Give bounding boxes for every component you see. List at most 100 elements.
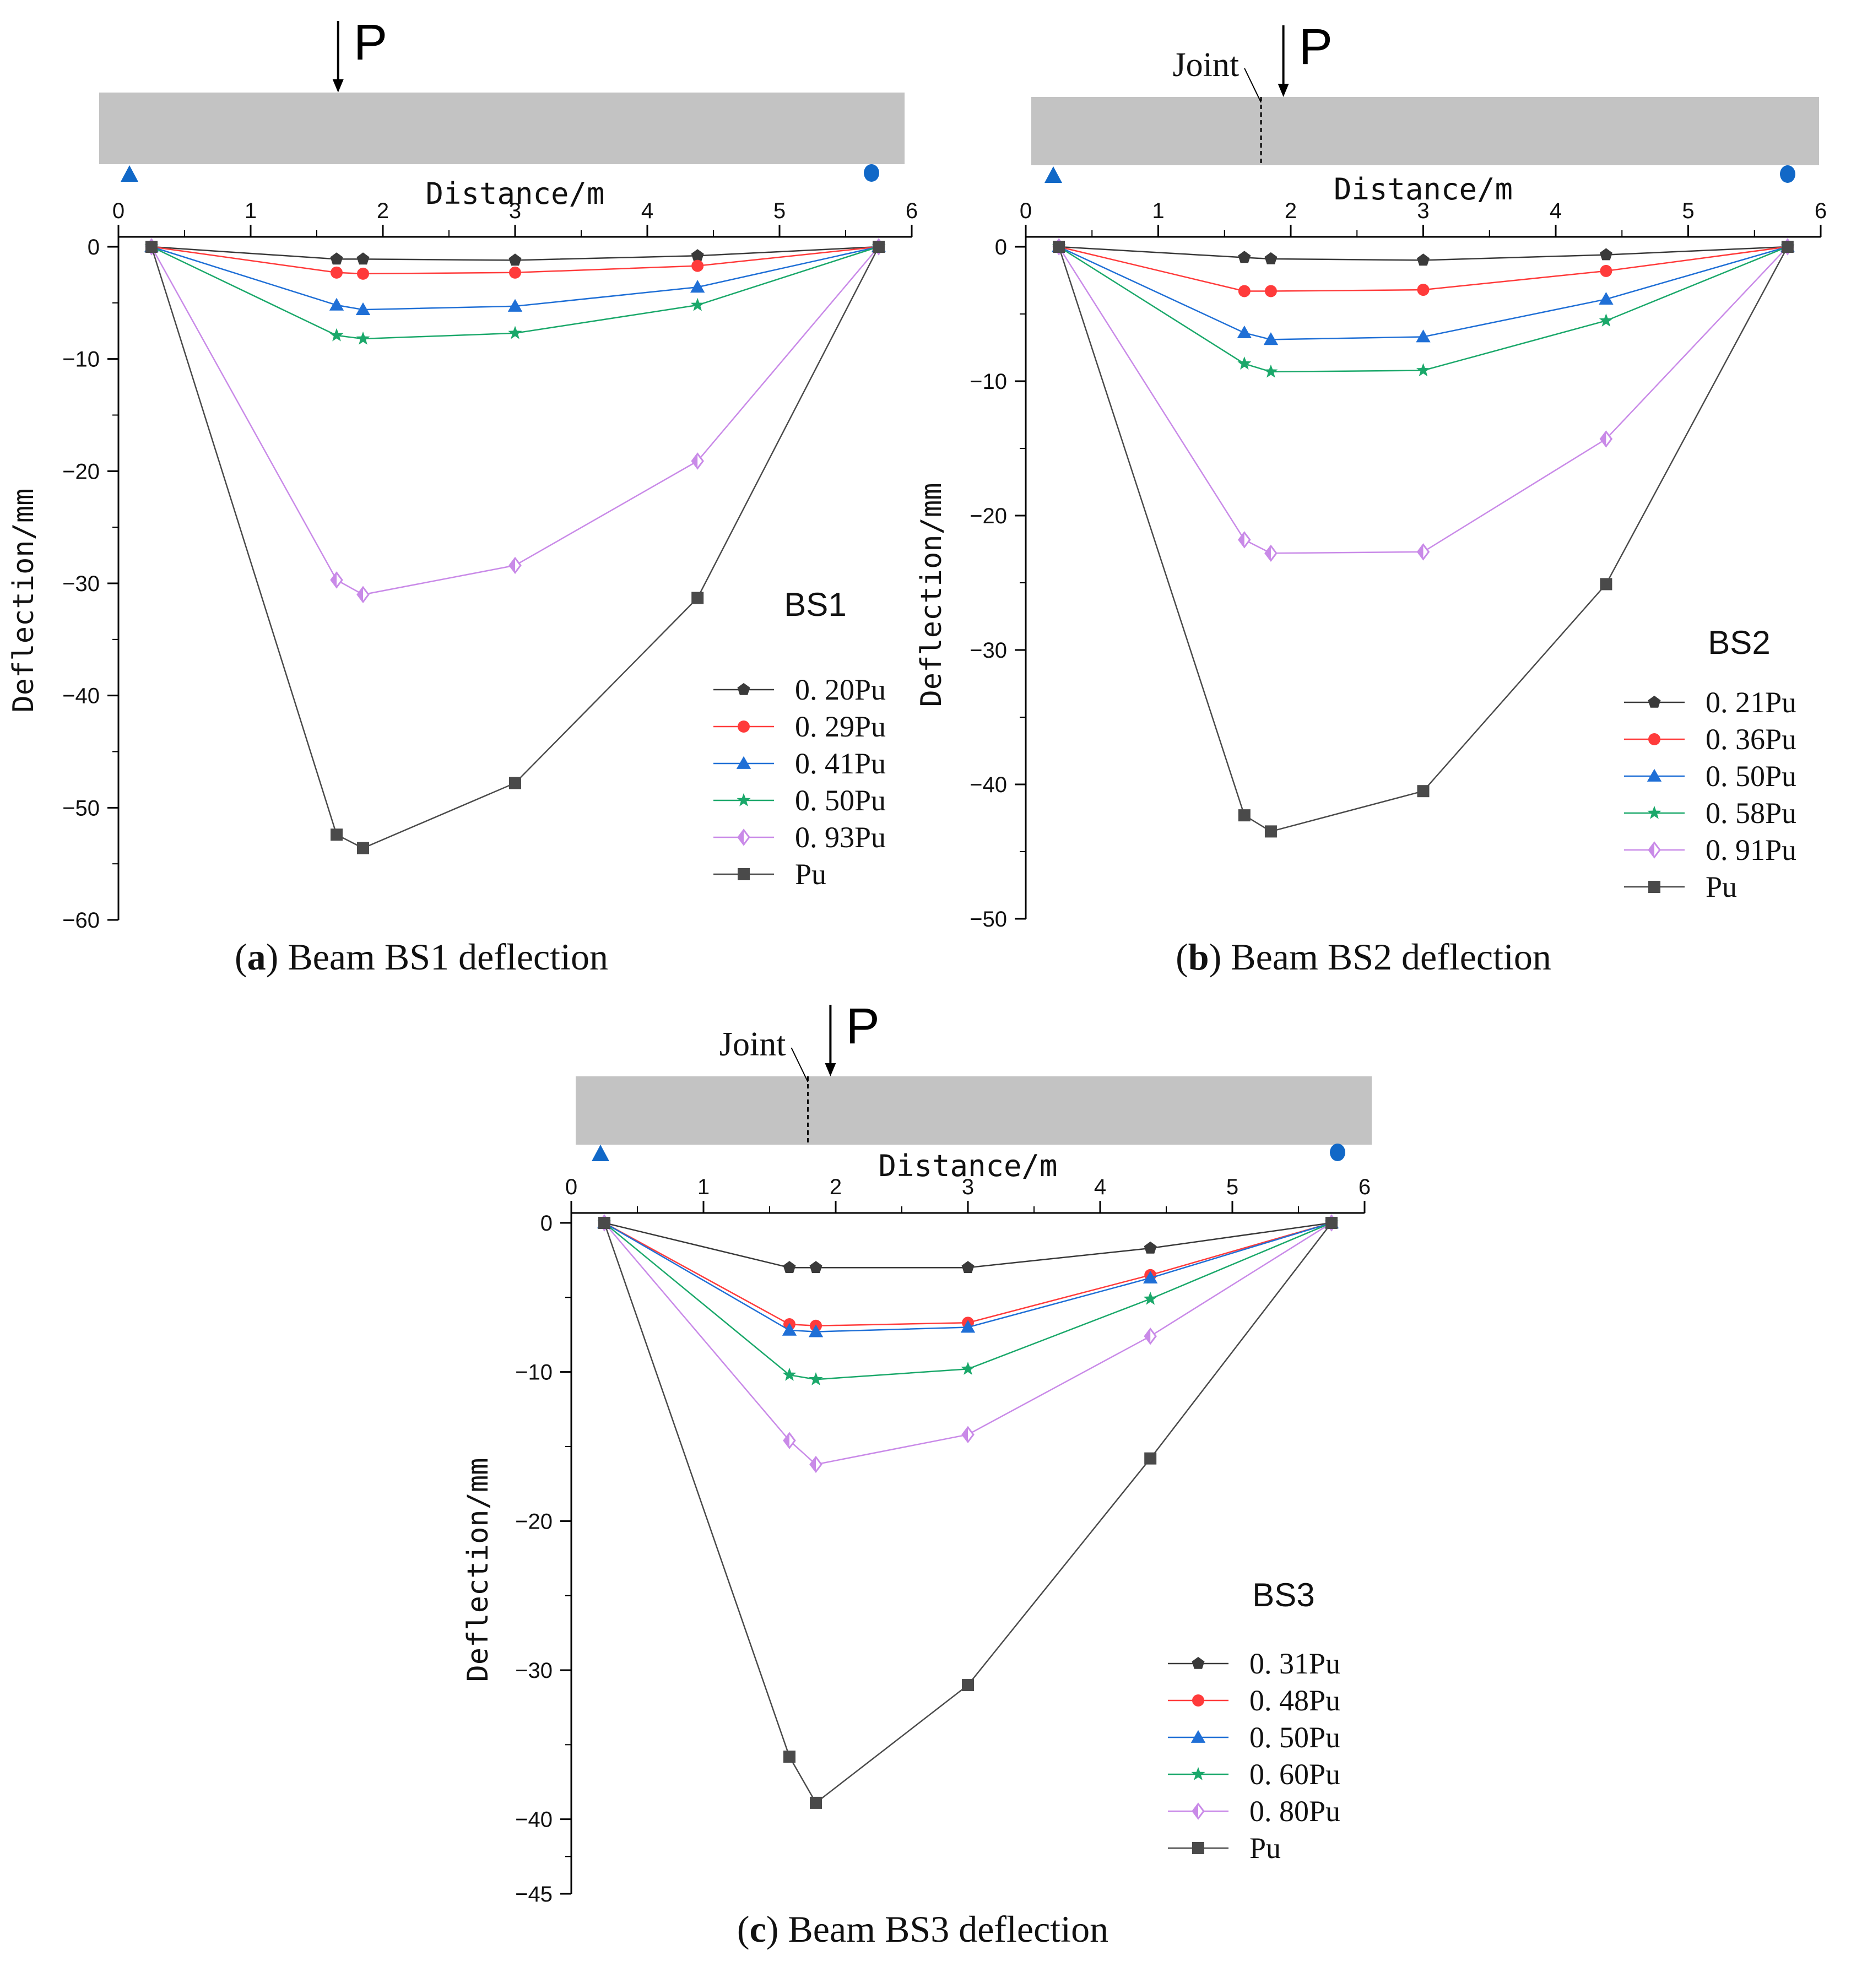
legend-marker bbox=[1647, 805, 1661, 819]
series-1 bbox=[598, 1217, 1338, 1332]
load-label: P bbox=[1299, 19, 1333, 75]
data-point bbox=[962, 1679, 974, 1692]
x-tick-label: 1 bbox=[697, 1175, 710, 1199]
y-tick-label: 0 bbox=[995, 235, 1007, 259]
x-tick-label: 0 bbox=[112, 199, 125, 223]
data-point bbox=[1237, 325, 1252, 339]
x-tick-label: 4 bbox=[1094, 1175, 1106, 1199]
legend-label: 0. 29Pu bbox=[795, 710, 886, 743]
data-point bbox=[1417, 284, 1430, 296]
legend-marker-half bbox=[1193, 1803, 1198, 1819]
data-point bbox=[598, 1217, 610, 1229]
y-tick-label: −50 bbox=[970, 907, 1007, 931]
series-line bbox=[150, 246, 880, 849]
panel-c: P Joint Distance/m 0 1 2 3 4 5 6 0 −10 −20 −30 −40 −45 D… bbox=[462, 998, 1372, 1950]
y-tick-label: 0 bbox=[88, 235, 100, 259]
series-line bbox=[604, 1222, 1332, 1327]
data-point bbox=[1599, 430, 1613, 448]
series-line bbox=[1058, 246, 1788, 373]
series-line bbox=[603, 1222, 1332, 1804]
panel-caption: (a) Beam BS1 deflection bbox=[235, 936, 608, 978]
data-point bbox=[1144, 1328, 1157, 1345]
y-tick-label: −50 bbox=[62, 796, 100, 820]
legend-item: 0. 58Pu bbox=[1624, 797, 1796, 830]
x-tick-label: 1 bbox=[1152, 199, 1164, 223]
series-3 bbox=[597, 1215, 1339, 1385]
series-line bbox=[151, 246, 879, 311]
legend-label: 0. 20Pu bbox=[795, 673, 886, 706]
legend-label: 0. 50Pu bbox=[795, 784, 886, 817]
legend-item: 0. 36Pu bbox=[1624, 723, 1796, 756]
legend-marker bbox=[1647, 768, 1662, 782]
load-arrow-icon bbox=[332, 79, 344, 93]
data-point-half bbox=[358, 587, 363, 602]
data-point bbox=[810, 1796, 822, 1809]
data-point bbox=[1599, 248, 1612, 261]
caption-letter: a bbox=[247, 936, 266, 978]
y-tick-label: −30 bbox=[62, 572, 100, 596]
series-0 bbox=[1052, 240, 1794, 266]
beam-schematic: P Joint bbox=[576, 998, 1372, 1161]
data-point bbox=[1264, 825, 1277, 838]
legend-item: 0. 21Pu bbox=[1624, 686, 1796, 719]
data-point bbox=[356, 331, 370, 345]
data-point bbox=[1417, 785, 1430, 798]
legend-item: Pu bbox=[1168, 1832, 1281, 1865]
legend-marker bbox=[738, 721, 750, 733]
x-tick-label: 2 bbox=[830, 1175, 842, 1199]
legend-item: 0. 50Pu bbox=[1624, 760, 1796, 793]
legend-marker bbox=[1648, 881, 1660, 893]
data-point bbox=[508, 253, 522, 266]
y-tick-label: 0 bbox=[540, 1211, 553, 1236]
data-point bbox=[329, 328, 344, 342]
data-point bbox=[330, 571, 343, 589]
data-point bbox=[1781, 241, 1794, 253]
legend-label: 0. 50Pu bbox=[1249, 1721, 1340, 1754]
x-tick-label: 4 bbox=[641, 199, 653, 223]
legend-label: 0. 80Pu bbox=[1249, 1795, 1340, 1828]
plot-area bbox=[1051, 238, 1795, 838]
series-line bbox=[1059, 246, 1788, 261]
data-point bbox=[1264, 364, 1278, 378]
legend-item: 0. 80Pu bbox=[1168, 1795, 1340, 1828]
legend-item: 0. 48Pu bbox=[1168, 1684, 1340, 1717]
data-point bbox=[690, 297, 705, 311]
series-5 bbox=[1053, 241, 1794, 838]
x-tick-label: 5 bbox=[1226, 1175, 1238, 1199]
series-line bbox=[604, 1222, 1332, 1269]
load-arrow-icon bbox=[825, 1063, 836, 1076]
legend-marker bbox=[737, 682, 750, 695]
roller-support-icon bbox=[1780, 165, 1795, 183]
legend-label: Pu bbox=[1706, 870, 1737, 903]
legend-marker-half bbox=[738, 830, 744, 845]
legend-marker bbox=[737, 828, 750, 846]
data-point bbox=[357, 842, 369, 854]
plot-area bbox=[144, 238, 886, 854]
data-point bbox=[1143, 1291, 1157, 1305]
series-line bbox=[1058, 246, 1788, 340]
data-point bbox=[691, 452, 704, 470]
legend-label: 0. 50Pu bbox=[1706, 760, 1796, 793]
x-axis-label: Distance/m bbox=[425, 176, 604, 211]
caption-text: ) Beam BS2 deflection bbox=[1209, 936, 1551, 978]
pin-support-icon bbox=[592, 1145, 609, 1161]
data-point bbox=[782, 1323, 797, 1336]
legend-item: 0. 31Pu bbox=[1168, 1647, 1340, 1680]
data-point-half bbox=[784, 1433, 789, 1448]
data-point bbox=[691, 259, 704, 272]
series-line bbox=[151, 246, 879, 275]
y-tick-label: −10 bbox=[62, 348, 100, 372]
x-tick-label: 3 bbox=[1417, 199, 1429, 223]
data-point bbox=[1264, 285, 1277, 297]
axes: 0 1 2 3 4 5 6 0 −10 −20 −30 −40 −50 bbox=[970, 199, 1827, 931]
x-tick-label: 6 bbox=[906, 199, 918, 223]
beam-schematic: P bbox=[99, 14, 905, 182]
x-tick-label: 2 bbox=[377, 199, 389, 223]
data-point bbox=[1416, 329, 1431, 343]
x-axis-label: Distance/m bbox=[878, 1149, 1057, 1183]
legend-marker bbox=[1648, 733, 1660, 745]
x-tick-label: 2 bbox=[1285, 199, 1297, 223]
y-axis-label: Deflection/mm bbox=[7, 489, 40, 713]
caption-text: ) Beam BS3 deflection bbox=[766, 1908, 1108, 1950]
